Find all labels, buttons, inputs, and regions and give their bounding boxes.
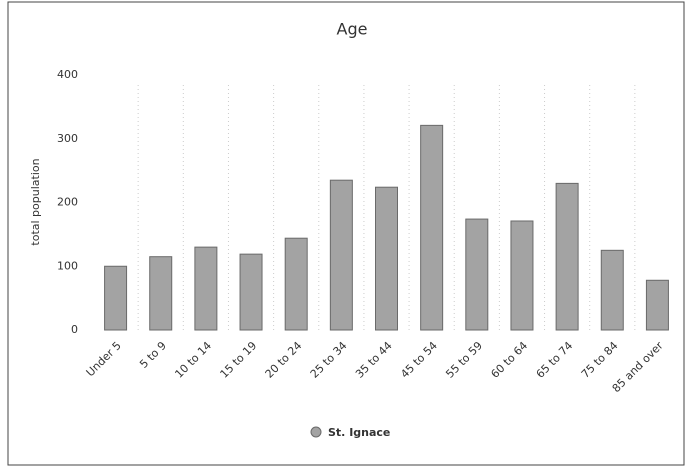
y-tick-label: 0	[71, 323, 78, 336]
y-axis-label: total population	[29, 158, 42, 245]
bar	[194, 246, 218, 331]
legend-label: St. Ignace	[328, 426, 390, 439]
legend-swatch	[310, 426, 322, 438]
bar	[329, 179, 353, 331]
bar	[104, 265, 128, 331]
y-tick-label: 200	[57, 196, 78, 209]
bar	[555, 182, 579, 331]
bar	[645, 279, 669, 331]
y-tick-label: 300	[57, 132, 78, 145]
y-tick-label: 400	[57, 68, 78, 81]
bar	[420, 124, 444, 331]
bar	[239, 253, 263, 331]
bar	[600, 249, 624, 331]
chart-title: Age	[337, 20, 368, 39]
bar	[465, 218, 489, 331]
bar	[284, 237, 308, 331]
y-tick-label: 100	[57, 259, 78, 272]
bar	[510, 220, 534, 331]
bar	[375, 186, 398, 331]
bar	[149, 256, 173, 331]
